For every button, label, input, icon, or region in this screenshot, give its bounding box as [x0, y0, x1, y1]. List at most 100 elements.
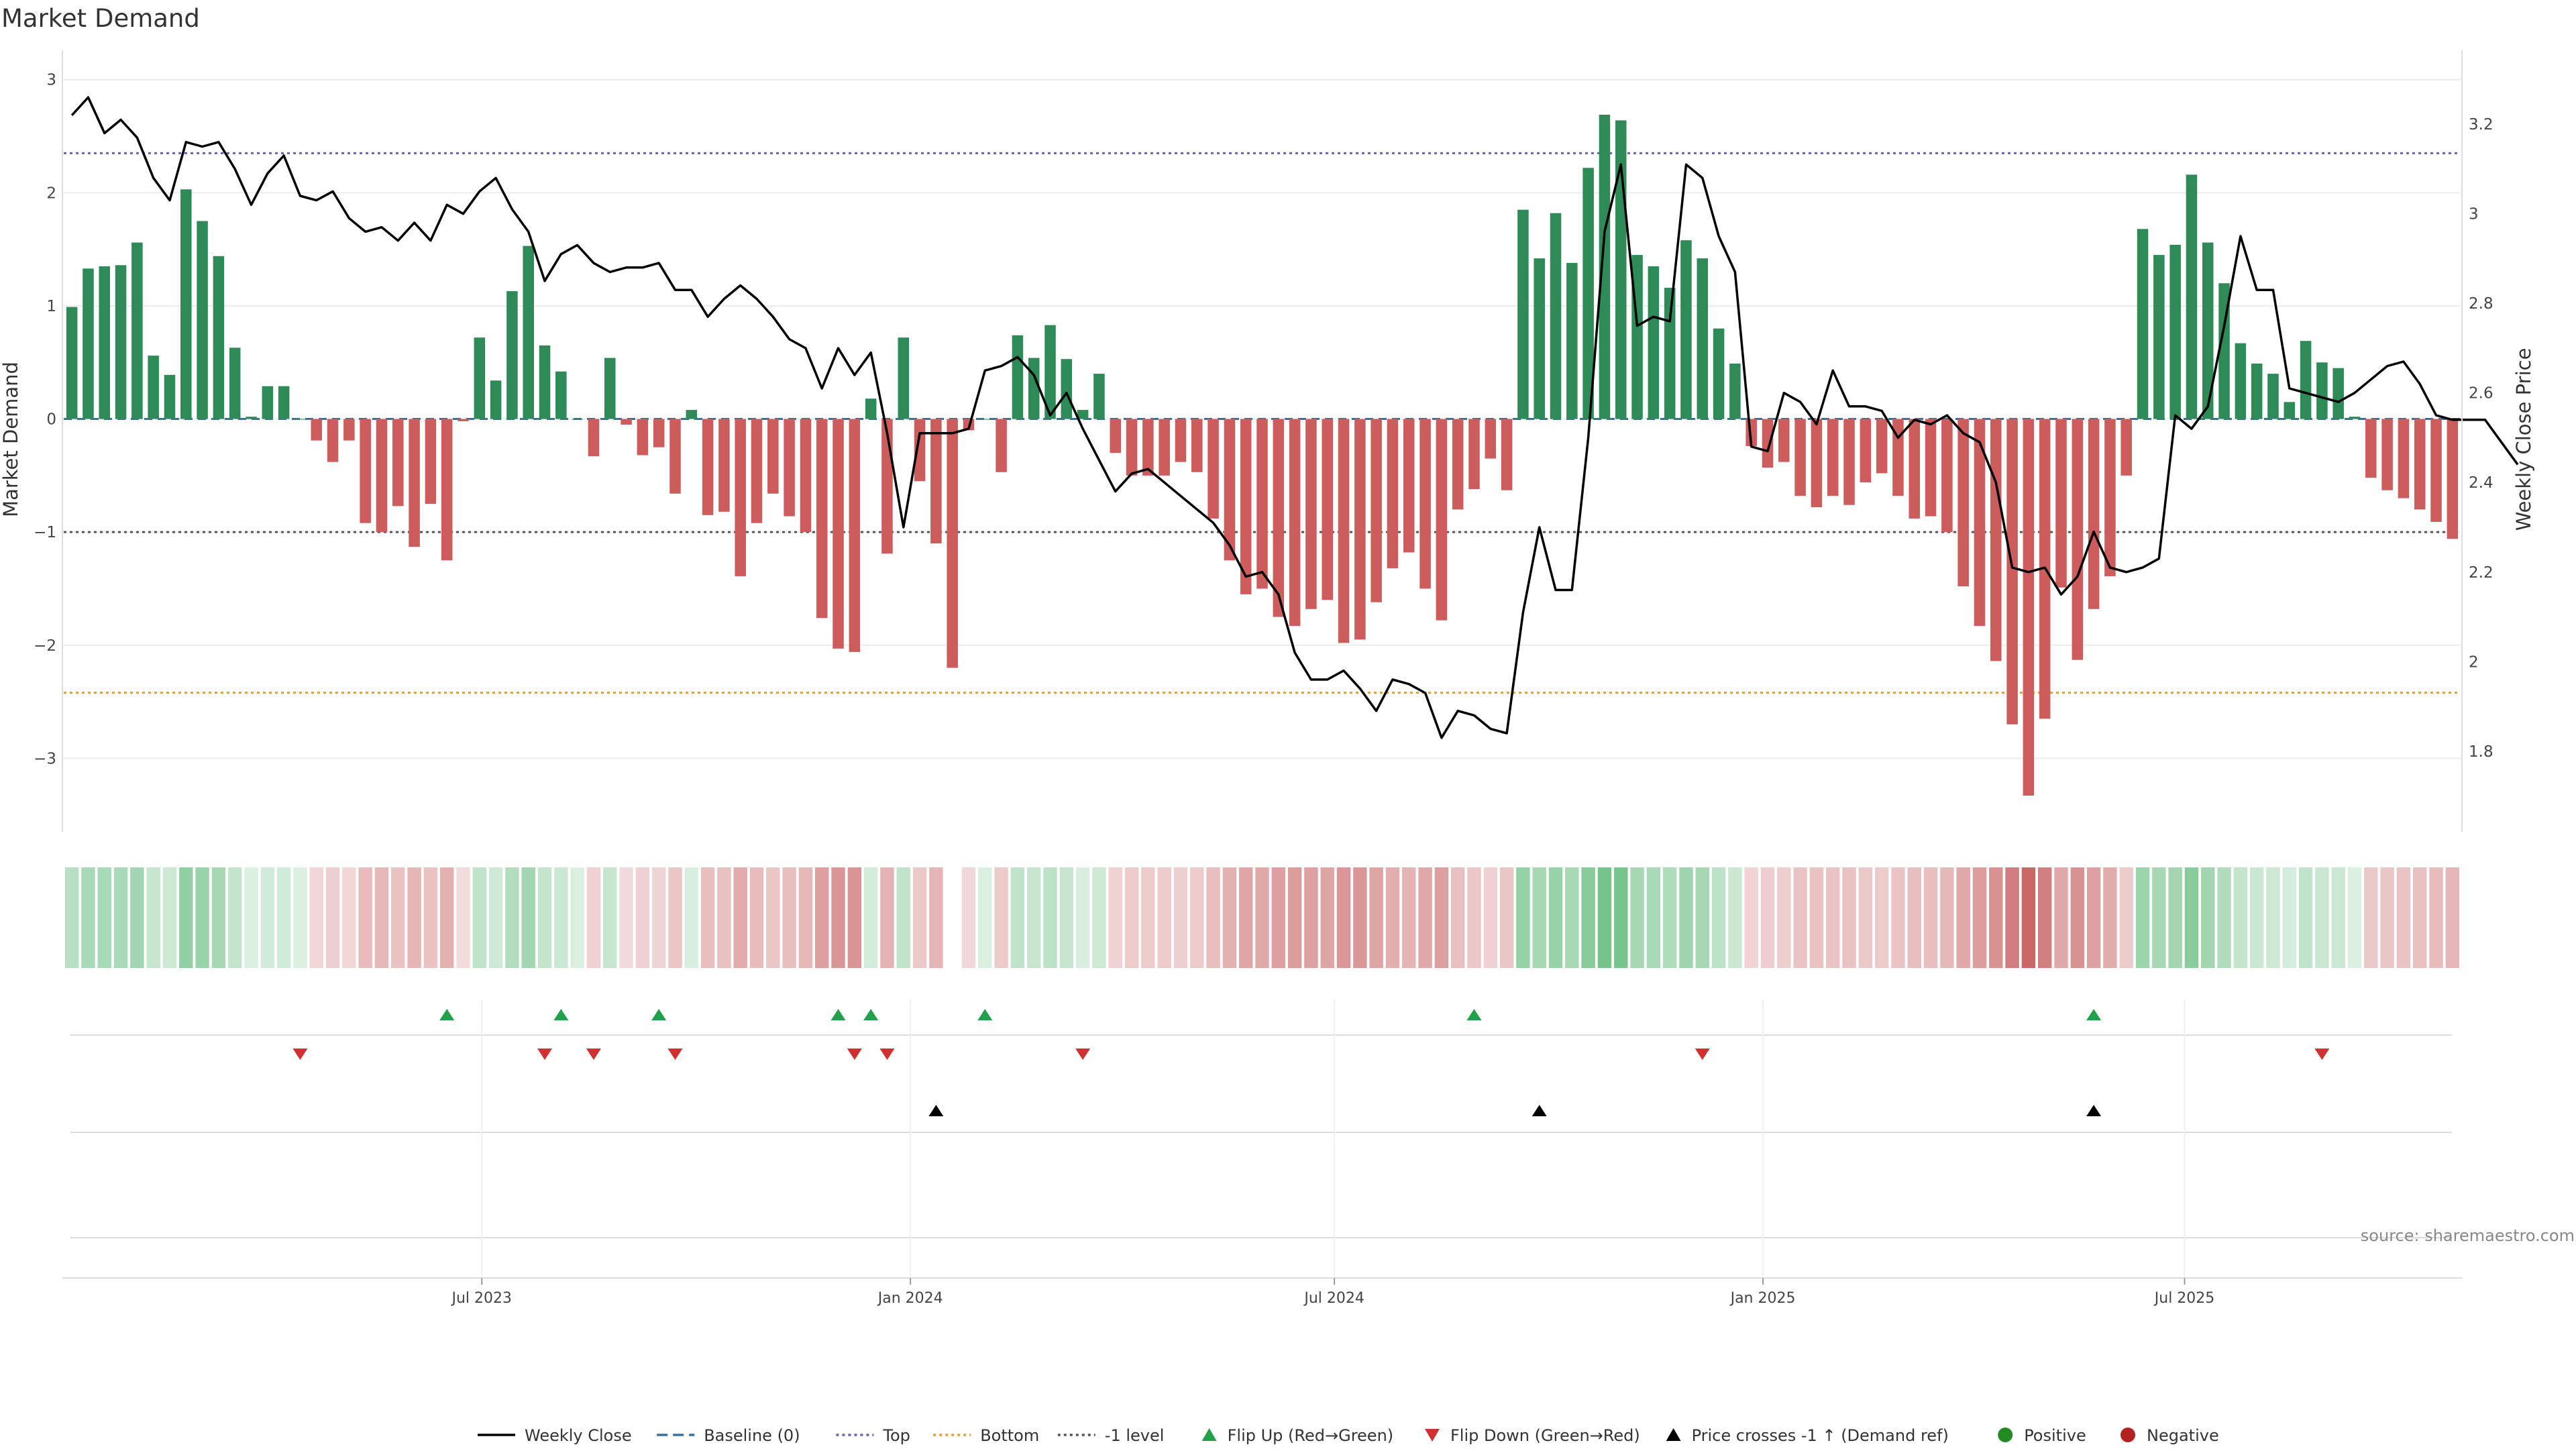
demand-bar — [360, 419, 371, 523]
demand-bar — [947, 419, 958, 668]
heat-cell — [684, 867, 698, 968]
heat-cell — [1548, 867, 1563, 968]
demand-bar — [1208, 419, 1219, 519]
demand-bar — [458, 419, 469, 421]
demand-bar — [2137, 229, 2149, 419]
demand-bar — [278, 386, 290, 419]
heat-cell — [1907, 867, 1921, 968]
demand-bar — [2006, 419, 2018, 724]
heat-cell — [2282, 867, 2296, 968]
heat-cell — [1662, 867, 1677, 968]
heat-cell — [488, 867, 503, 968]
heat-cell — [1320, 867, 1334, 968]
heat-cell — [1075, 867, 1090, 968]
heat-cell — [2298, 867, 2313, 968]
demand-bar — [311, 419, 323, 441]
demand-bar — [865, 398, 877, 419]
heat-cell — [374, 867, 389, 968]
demand-bar — [996, 419, 1007, 472]
heat-cell — [81, 867, 95, 968]
heat-cell — [439, 867, 454, 968]
demand-bar — [1419, 419, 1431, 589]
flip-up-marker — [1466, 1009, 1482, 1020]
heat-cell — [815, 867, 829, 968]
heat-cell — [570, 867, 584, 968]
demand-bar — [131, 242, 143, 419]
heat-cell — [2217, 867, 2231, 968]
heat-cell — [1614, 867, 1628, 968]
legend-item: Weekly Close — [478, 1426, 632, 1445]
demand-bar — [1371, 419, 1382, 602]
demand-bar — [506, 291, 518, 419]
heat-cell — [1940, 867, 1954, 968]
demand-bar — [213, 256, 225, 419]
heat-cell — [2086, 867, 2101, 968]
heat-cell — [1369, 867, 1383, 968]
flip-up-marker — [439, 1009, 455, 1020]
legend-label: Bottom — [980, 1426, 1039, 1445]
heat-cell — [1418, 867, 1432, 968]
legend-swatch — [2121, 1428, 2135, 1442]
heat-cell — [1826, 867, 1840, 968]
demand-bar — [2235, 343, 2247, 419]
heat-cell — [179, 867, 193, 968]
heat-cell — [961, 867, 976, 968]
heat-cell — [260, 867, 275, 968]
demand-bar — [1224, 419, 1236, 561]
heat-cell — [1728, 867, 1742, 968]
heat-cell — [407, 867, 421, 968]
heat-cell — [1695, 867, 1709, 968]
demand-bar — [148, 356, 159, 419]
demand-bar — [1159, 419, 1170, 476]
demand-bar — [2104, 419, 2116, 576]
y-tick-left: 0 — [46, 411, 56, 429]
demand-bar — [833, 419, 844, 649]
heat-cell — [342, 867, 356, 968]
demand-bar — [1191, 419, 1203, 472]
y-axis-left-title: Market Demand — [0, 362, 22, 517]
demand-bar — [1110, 419, 1122, 453]
heat-cell — [358, 867, 372, 968]
heat-cell — [1092, 867, 1106, 968]
heat-cell — [2021, 867, 2036, 968]
flip-up-marker — [977, 1009, 993, 1020]
legend-label: Weekly Close — [525, 1426, 632, 1445]
heat-cell — [766, 867, 780, 968]
legend-label: Price crosses -1 ↑ (Demand ref) — [1692, 1426, 1949, 1445]
heat-cell — [1157, 867, 1171, 968]
y-tick-right: 2.8 — [2469, 295, 2493, 313]
heat-cell — [880, 867, 894, 968]
demand-bar — [343, 419, 355, 441]
demand-bar — [588, 419, 600, 457]
demand-bar — [99, 266, 111, 419]
heat-strip — [64, 867, 2460, 968]
demand-bar — [1811, 419, 1823, 508]
heat-cell — [146, 867, 160, 968]
heat-cell — [1793, 867, 1807, 968]
demand-bar — [1697, 258, 1709, 419]
demand-bar — [2316, 362, 2328, 419]
demand-bar — [229, 347, 241, 419]
price-cross-marker — [928, 1105, 944, 1116]
legend-item: Flip Down (Green→Red) — [1425, 1426, 1640, 1445]
demand-bar — [1044, 325, 1056, 419]
demand-bar — [2332, 368, 2344, 419]
heat-cell — [1222, 867, 1237, 968]
heat-cell — [1565, 867, 1579, 968]
heat-cell — [798, 867, 813, 968]
x-tick-label: Jul 2023 — [451, 1290, 513, 1307]
demand-bar — [1892, 419, 1904, 496]
legend-swatch — [1201, 1428, 1217, 1441]
flip-down-marker — [537, 1049, 553, 1060]
demand-bar — [555, 371, 567, 419]
legend-swatch — [1425, 1429, 1440, 1442]
heat-cell — [2396, 867, 2411, 968]
demand-bar — [1322, 419, 1333, 600]
demand-bar — [702, 419, 714, 515]
demand-bar — [1142, 419, 1154, 476]
demand-bar — [1843, 419, 1855, 505]
demand-bar — [262, 386, 274, 419]
heat-cell — [391, 867, 405, 968]
demand-bar — [1860, 419, 1872, 482]
demand-bar — [718, 419, 730, 512]
